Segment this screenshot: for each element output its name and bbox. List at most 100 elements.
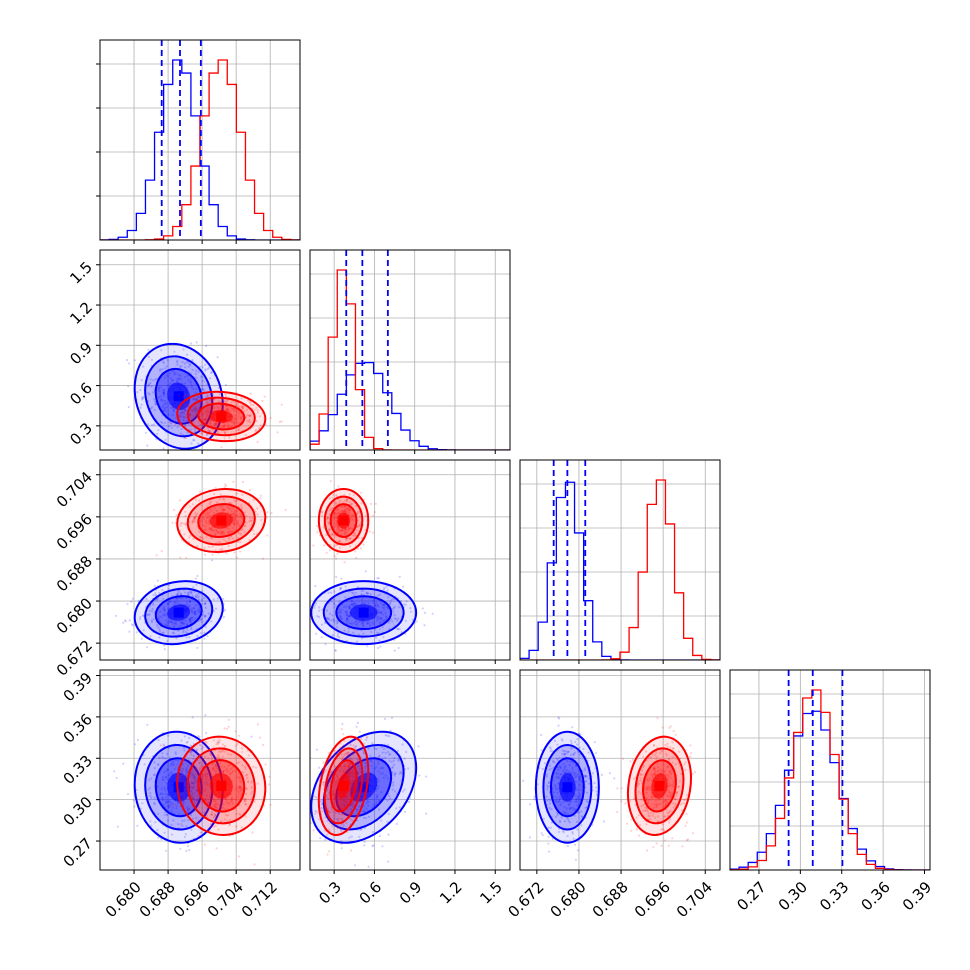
- scatter-point: [192, 773, 195, 777]
- scatter-point: [620, 787, 623, 790]
- scatter-point: [570, 800, 573, 803]
- scatter-point: [210, 753, 213, 756]
- scatter-point: [352, 494, 355, 497]
- scatter-point: [649, 811, 653, 815]
- scatter-point: [578, 746, 581, 750]
- scatter-point: [366, 799, 369, 802]
- scatter-point: [334, 522, 337, 525]
- scatter-point: [579, 776, 582, 779]
- scatter-point: [556, 800, 559, 803]
- scatter-point: [636, 785, 639, 788]
- scatter-point: [189, 785, 192, 788]
- scatter-point: [387, 596, 390, 599]
- scatter-point: [192, 607, 195, 610]
- scatter-point: [366, 622, 369, 625]
- scatter-point: [648, 777, 652, 780]
- scatter-point: [215, 422, 218, 425]
- scatter-point: [345, 539, 348, 542]
- scatter-point: [655, 751, 658, 754]
- scatter-point: [668, 791, 671, 794]
- scatter-point: [201, 442, 204, 445]
- scatter-point: [328, 497, 331, 500]
- scatter-point: [196, 770, 199, 773]
- scatter-point: [241, 750, 244, 754]
- scatter-point: [320, 802, 323, 806]
- scatter-point: [677, 785, 680, 789]
- scatter-point: [215, 806, 218, 809]
- scatter-point: [548, 850, 551, 853]
- panel-frame: [99, 669, 301, 871]
- scatter-point: [168, 372, 172, 375]
- scatter-point: [340, 528, 344, 531]
- scatter-point: [548, 806, 551, 809]
- scatter-point: [423, 611, 427, 615]
- scatter-point: [573, 773, 576, 777]
- scatter-point: [158, 627, 161, 630]
- scatter-point: [222, 803, 225, 806]
- scatter-point: [283, 838, 285, 840]
- scatter-point: [164, 367, 167, 370]
- scatter-point: [350, 849, 353, 852]
- scatter-point: [326, 516, 329, 519]
- scatter-point: [203, 553, 207, 557]
- scatter-point: [219, 400, 222, 404]
- scatter-point: [362, 624, 365, 627]
- scatter-point: [595, 790, 598, 793]
- scatter-point: [336, 507, 340, 510]
- scatter-point: [666, 742, 669, 746]
- scatter-point: [183, 412, 186, 415]
- scatter-point: [256, 409, 259, 412]
- scatter-point: [222, 424, 225, 427]
- scatter-point: [642, 809, 645, 812]
- scatter-point: [191, 616, 194, 619]
- scatter-point: [167, 805, 170, 808]
- scatter-point: [251, 831, 254, 834]
- scatter-point: [652, 744, 656, 747]
- scatter-point: [356, 721, 359, 725]
- scatter-point: [355, 504, 358, 508]
- scatter-point: [404, 619, 407, 622]
- scatter-point: [195, 583, 198, 586]
- scatter-point: [340, 506, 343, 509]
- scatter-point: [344, 765, 347, 768]
- scatter-point: [335, 793, 338, 796]
- scatter-point: [221, 530, 224, 534]
- scatter-point: [209, 418, 212, 421]
- scatter-point: [239, 788, 242, 792]
- scatter-point: [227, 764, 230, 767]
- scatter-point: [648, 814, 651, 818]
- scatter-point: [181, 824, 184, 827]
- scatter-point: [402, 603, 406, 606]
- scatter-point: [344, 610, 347, 614]
- scatter-point: [203, 811, 206, 814]
- scatter-point: [563, 820, 567, 823]
- scatter-point: [380, 611, 383, 614]
- scatter-point: [387, 860, 390, 863]
- scatter-point: [362, 543, 365, 546]
- scatter-point: [168, 806, 171, 809]
- scatter-point: [335, 502, 338, 505]
- scatter-point: [425, 812, 428, 815]
- scatter-point: [576, 738, 579, 741]
- scatter-point: [379, 645, 382, 648]
- scatter-point: [127, 405, 130, 409]
- scatter-point: [226, 407, 229, 410]
- scatter-point: [224, 818, 227, 821]
- scatter-point: [349, 538, 352, 541]
- scatter-point: [345, 801, 348, 804]
- scatter-point: [322, 526, 325, 529]
- scatter-point: [667, 811, 671, 814]
- scatter-point: [186, 740, 189, 744]
- scatter-point: [211, 405, 214, 408]
- scatter-point: [148, 393, 151, 396]
- density-peak-1: [338, 515, 349, 526]
- scatter-point: [337, 802, 340, 805]
- scatter-point: [153, 801, 156, 805]
- scatter-point: [250, 790, 254, 793]
- scatter-point: [208, 422, 211, 425]
- scatter-point: [342, 765, 345, 768]
- scatter-point: [236, 762, 239, 765]
- scatter-point: [560, 772, 563, 776]
- scatter-point: [383, 587, 386, 590]
- scatter-point: [190, 794, 193, 797]
